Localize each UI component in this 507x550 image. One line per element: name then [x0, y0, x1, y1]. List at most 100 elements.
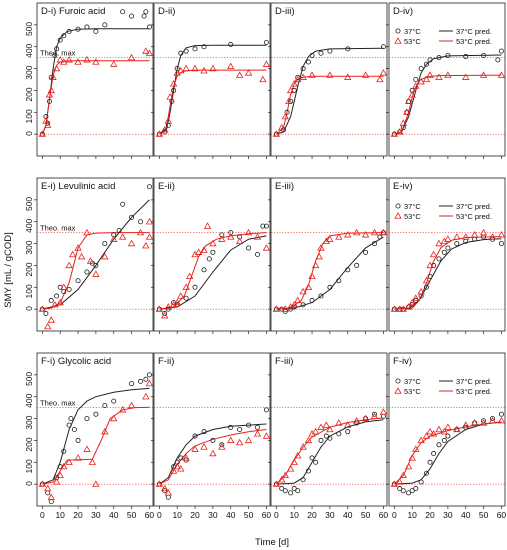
panel-title: E-i) Levulinic acid [41, 181, 115, 192]
point-53 [120, 234, 126, 239]
panel-title: D-iv) [393, 6, 413, 17]
panel: 01002003004005000 10 20 30 40 50 60F-i) Glycol… [24, 353, 154, 520]
theo-max-label: Theo. max [40, 224, 76, 233]
point-37 [314, 460, 318, 464]
point-53 [436, 241, 442, 246]
point-37 [85, 416, 89, 420]
point-37 [142, 14, 146, 18]
point-37 [103, 23, 107, 27]
point-53 [210, 451, 216, 456]
x-tick-label: 20 [190, 510, 200, 520]
x-tick-label: 50 [127, 510, 137, 520]
y-tick-label: 400 [24, 43, 34, 57]
point-37 [85, 270, 89, 274]
point-53 [436, 427, 442, 432]
point-53 [54, 66, 60, 71]
point-37 [202, 268, 206, 272]
point-37 [499, 241, 503, 245]
point-53 [318, 424, 324, 429]
point-37 [76, 438, 80, 442]
point-53 [445, 236, 451, 241]
point-53 [246, 70, 252, 75]
point-37 [147, 25, 151, 29]
panel-title: D-iii) [275, 6, 295, 17]
point-37 [76, 279, 80, 283]
point-37 [264, 40, 268, 44]
point-53 [237, 238, 243, 243]
x-tick-label: 60 [497, 510, 507, 520]
x-tick-label: 0 [392, 510, 397, 520]
point-37 [147, 373, 151, 377]
fit-53-line [394, 237, 501, 310]
x-tick-label: 10 [407, 510, 417, 520]
point-53 [70, 252, 76, 257]
y-tick-label: 200 [24, 262, 34, 276]
point-53 [255, 431, 261, 436]
point-37 [328, 49, 332, 53]
panel-title: F-ii) [158, 356, 174, 367]
fit-53-line [276, 233, 383, 310]
point-53 [48, 494, 54, 499]
point-53 [463, 234, 469, 239]
point-53 [48, 317, 54, 322]
point-37 [442, 250, 446, 254]
x-tick-label: 40 [226, 510, 236, 520]
point-37 [46, 491, 50, 495]
theo-max-label: Theo. max [40, 399, 76, 408]
point-37 [301, 478, 305, 482]
fit-53-line [42, 407, 149, 484]
point-37 [246, 246, 250, 250]
point-53 [228, 437, 234, 442]
point-53 [192, 446, 198, 451]
y-tick-label: 0 [24, 306, 34, 311]
point-53 [129, 55, 135, 60]
point-53 [84, 446, 90, 451]
panel: E-iv) 37°C53°C 37°C pred.53°C pred. [386, 178, 505, 334]
legend-marker-53 [395, 388, 401, 393]
y-axis-title: SMY [mL / gCOD] [3, 232, 14, 308]
legend-label: 53°C [404, 387, 421, 396]
point-53 [146, 219, 152, 224]
y-tick-label: 100 [24, 459, 34, 473]
y-tick-label: 100 [24, 284, 34, 298]
point-37 [103, 241, 107, 245]
x-tick-label: 60 [145, 510, 155, 520]
point-53 [481, 230, 487, 235]
point-53 [263, 61, 269, 66]
x-tick-label: 30 [325, 510, 335, 520]
x-tick-label: 10 [55, 510, 65, 520]
x-tick-label: 20 [307, 510, 317, 520]
point-37 [310, 298, 314, 302]
panel-frame [271, 3, 387, 156]
point-53 [431, 252, 437, 257]
point-37 [337, 432, 341, 436]
legend-marker-37 [396, 29, 400, 33]
point-37 [437, 443, 441, 447]
panel: 0 10 20 30 40 50 60F-iv)37°C53°C37°C pred.53°C… [386, 353, 506, 520]
x-tick-label: 20 [73, 510, 83, 520]
point-37 [428, 460, 432, 464]
point-37 [138, 220, 142, 224]
fit-37-line [276, 420, 383, 484]
legend-marker-53 [395, 38, 401, 43]
point-37 [193, 285, 197, 289]
point-37 [207, 257, 211, 261]
point-37 [355, 263, 359, 267]
point-37 [229, 42, 233, 46]
y-tick-label: 200 [24, 87, 34, 101]
fit-53-line [159, 70, 266, 134]
point-37 [310, 456, 314, 460]
legend-label: 37°C [404, 377, 421, 386]
point-53 [183, 66, 189, 71]
fit-53-line [276, 76, 383, 134]
panel-title: E-iv) [393, 181, 413, 192]
point-53 [93, 481, 99, 486]
fit-37-line [276, 237, 383, 309]
legend-label: 53°C pred. [456, 37, 492, 46]
point-53 [146, 381, 152, 386]
point-37 [193, 47, 197, 51]
panel: 0100200300400500E-i) Levulinic acidTheo.… [24, 178, 153, 334]
x-axis-title: Time [d] [255, 537, 289, 548]
panel-frame [37, 178, 153, 331]
point-53 [406, 464, 412, 469]
